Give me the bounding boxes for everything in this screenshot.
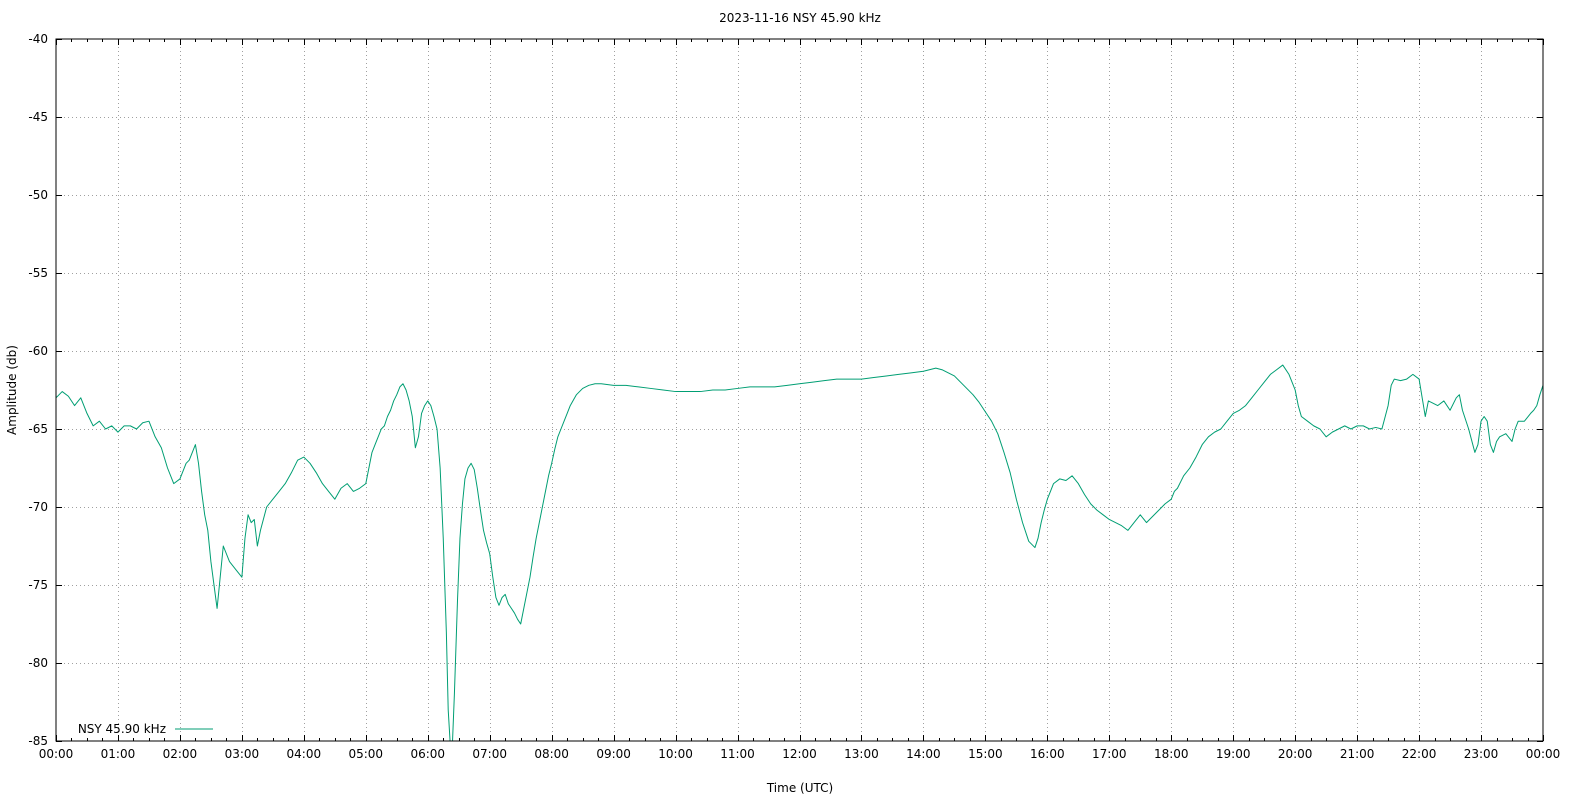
x-tick-label: 23:00 [1464,747,1499,761]
x-tick-label: 18:00 [1154,747,1189,761]
x-tick-label: 00:00 [39,747,74,761]
y-tick-label: -70 [28,500,48,514]
x-tick-label: 14:00 [906,747,941,761]
x-tick-label: 19:00 [1216,747,1251,761]
x-tick-label: 03:00 [225,747,260,761]
x-tick-label: 08:00 [534,747,569,761]
y-tick-label: -65 [28,422,48,436]
legend: NSY 45.90 kHz [78,722,213,736]
y-tick-label: -50 [28,188,48,202]
x-tick-label: 20:00 [1278,747,1313,761]
grid-lines [56,39,1543,741]
x-tick-label: 02:00 [163,747,198,761]
x-tick-label: 11:00 [720,747,755,761]
x-tick-label: 05:00 [348,747,383,761]
x-tick-label: 09:00 [596,747,631,761]
x-tick-label: 13:00 [844,747,879,761]
series-layer [55,364,1544,742]
chart-title: 2023-11-16 NSY 45.90 kHz [719,11,881,25]
plot-frame [55,38,1544,742]
x-tick-label: 07:00 [472,747,507,761]
x-tick-label: 04:00 [287,747,322,761]
y-axis-label: Amplitude (db) [5,345,19,435]
x-axis-label: Time (UTC) [766,781,833,795]
y-tick-label: -85 [28,734,48,748]
y-tick-label: -55 [28,266,48,280]
y-tick-label: -80 [28,656,48,670]
y-tick-label: -75 [28,578,48,592]
legend-label: NSY 45.90 kHz [78,722,166,736]
x-tick-label: 22:00 [1402,747,1437,761]
x-tick-label: 15:00 [968,747,1003,761]
x-tick-label: 10:00 [658,747,693,761]
x-tick-label: 16:00 [1030,747,1065,761]
tick-labels: 00:00 01:00 02:00 03:00 04:00 05:00 06:00 07:00… [28,32,1560,761]
tick-marks [56,39,1544,742]
y-tick-label: -45 [28,110,48,124]
x-tick-label: 01:00 [101,747,136,761]
x-tick-label: 12:00 [782,747,817,761]
x-tick-label: 21:00 [1340,747,1375,761]
x-tick-label: 17:00 [1092,747,1127,761]
series-line-0 [55,364,1544,742]
x-tick-label: 00:00 [1526,747,1561,761]
x-tick-label: 06:00 [410,747,445,761]
y-tick-label: -60 [28,344,48,358]
y-tick-label: -40 [28,32,48,46]
